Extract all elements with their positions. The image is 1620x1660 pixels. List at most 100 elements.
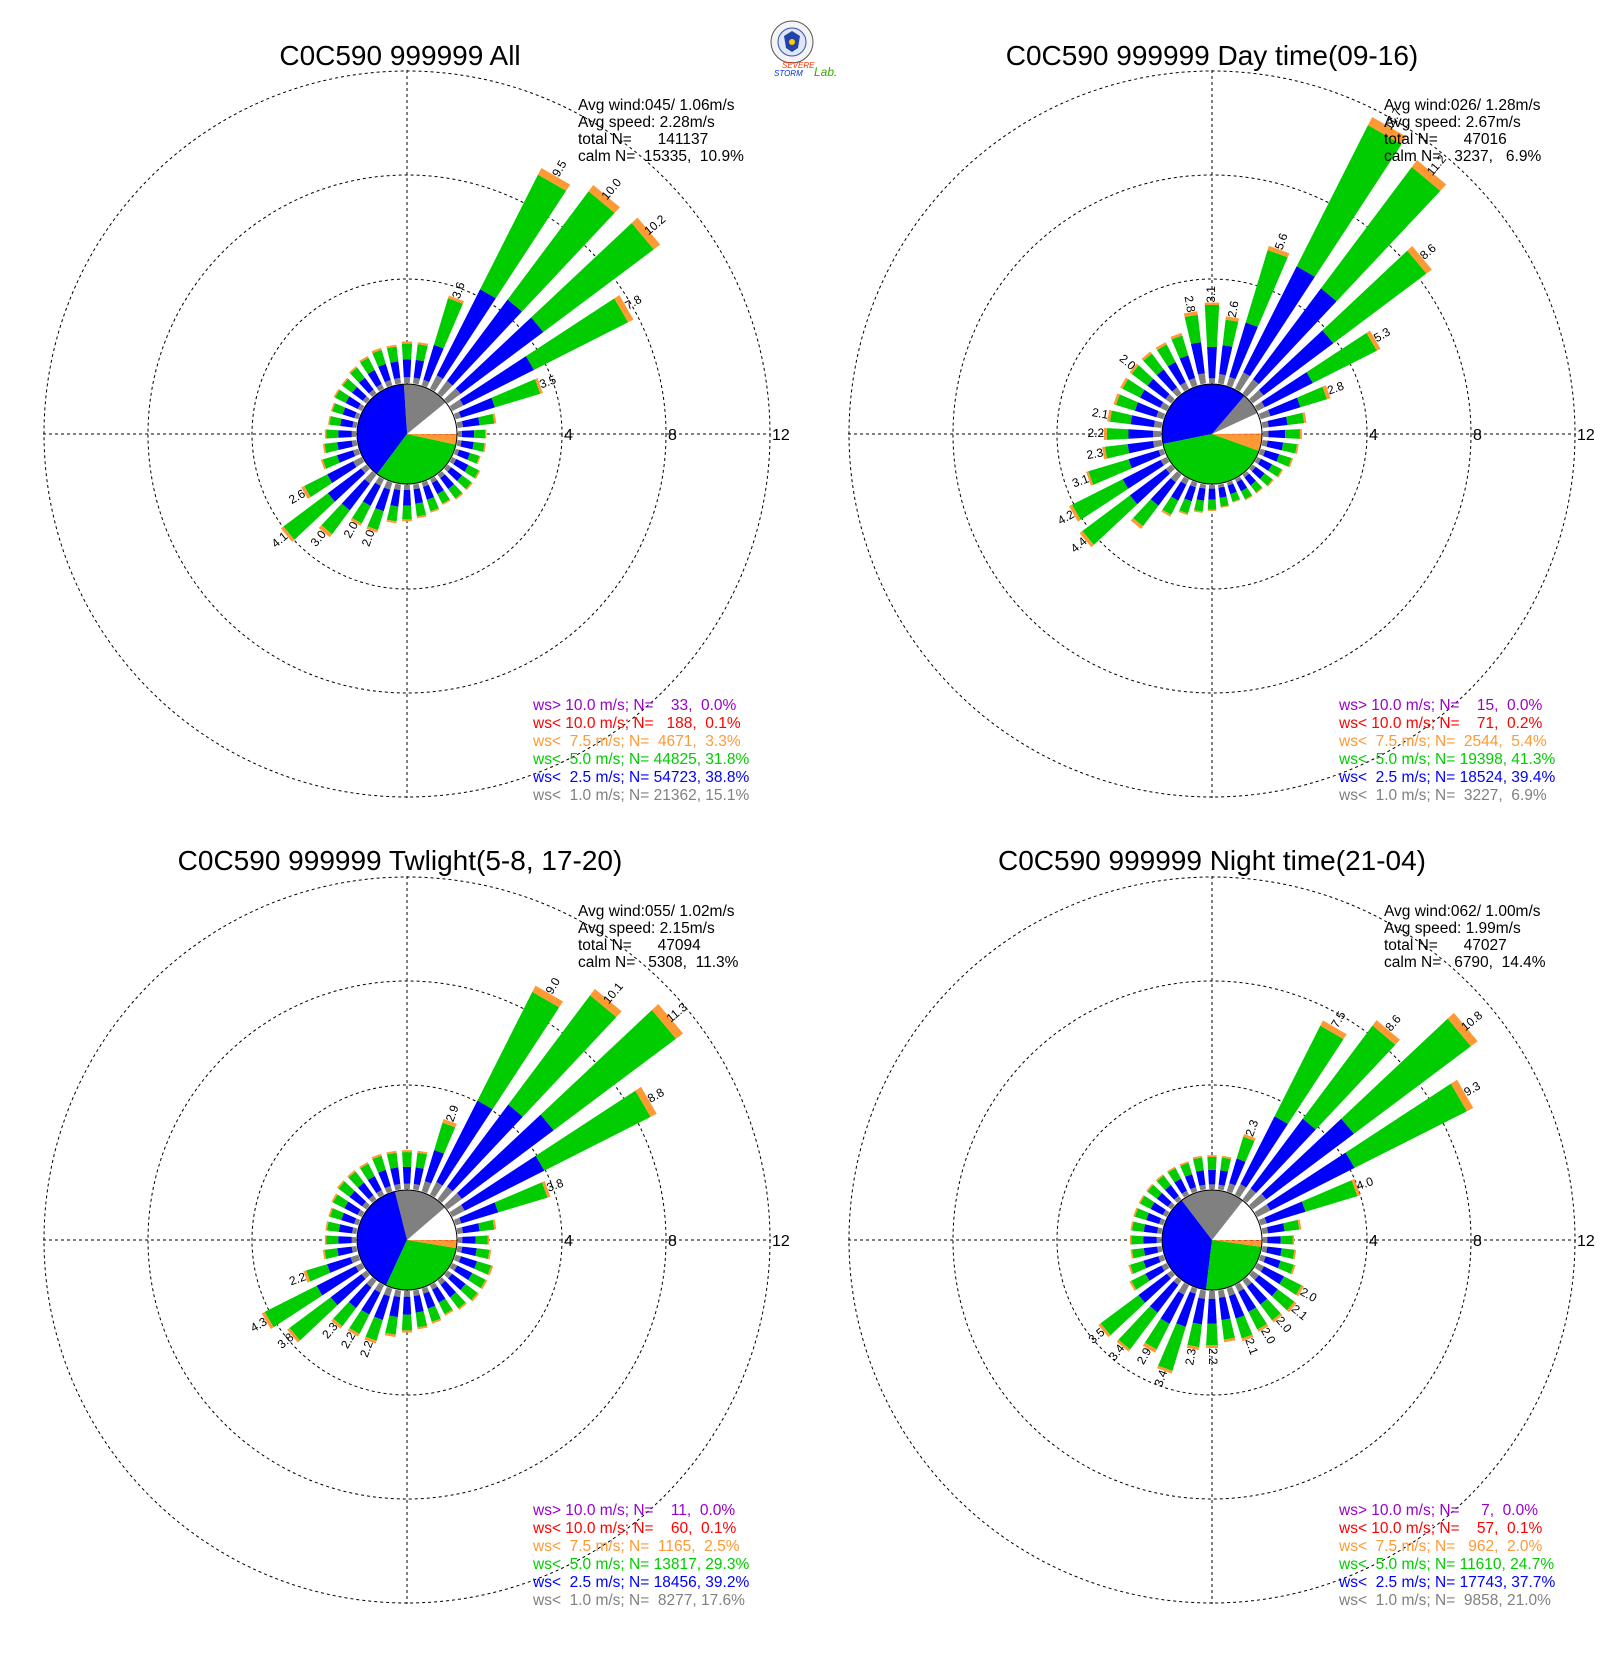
rose-bar-130-lt5 [1271, 1289, 1295, 1311]
rose-bar-220-lt1 [1173, 1277, 1182, 1286]
rose-bar-90-lt7_5 [1299, 429, 1302, 439]
calm-pie-slice-lt2_5 [356, 1191, 407, 1286]
rose-bar-240-lt5 [1071, 479, 1129, 520]
wind-rose-panel-1: 4 8 123.69.510.010.27.83.52.02.03.04.12.6C… [43, 40, 790, 804]
rose-bar-210-lt2_5 [361, 1289, 381, 1315]
logo-emblem-star [789, 39, 795, 45]
rose-bar-200-lt7_5 [1178, 510, 1188, 516]
rose-bar-90-lt5 [1280, 1235, 1293, 1245]
rose-bar-40-lt1 [1242, 379, 1259, 397]
rose-bar-30-lt7_5 [1368, 117, 1407, 145]
rose-bar-130-lt2_5 [1251, 466, 1265, 480]
legend-entry-gt10: ws> 10.0 m/s; N= 7, 0.0% [1338, 1502, 1538, 1519]
rose-bar-100-lt5 [475, 1248, 490, 1259]
rose-bar-190-lt7_5 [386, 519, 397, 524]
rose-bar-140-lt7_5 [458, 1302, 467, 1310]
rose-bar-340-lt2_5 [1184, 1174, 1196, 1190]
rose-bar-330-lt7_5 [359, 356, 369, 363]
rose-bar-320-lt1 [368, 1195, 377, 1203]
rose-bar-50-lt5 [1322, 250, 1427, 344]
rose-bar-30-lt7_5 [532, 985, 564, 1008]
rose-bar-280-lt1 [1153, 420, 1163, 428]
rose-bar-260-lt7_5 [322, 1249, 327, 1260]
rose-bar-340-lt7_5 [371, 1153, 382, 1160]
legend-entry-lt5: ws< 5.0 m/s; N= 11610, 24.7% [1338, 1556, 1554, 1573]
rose-bar-310-lt7_5 [1146, 1183, 1154, 1192]
legend-entry-lt5: ws< 5.0 m/s; N= 44825, 31.8% [532, 751, 749, 768]
rose-bar-290-lt5 [1134, 1208, 1149, 1221]
rose-bar-190-lt5 [386, 505, 399, 522]
rose-bar-140-lt7_5 [1272, 1313, 1283, 1323]
rose-bar-310-lt7_5 [1129, 363, 1139, 374]
rose-bar-260-lt1 [351, 440, 358, 447]
rose-bar-30-lt5 [1274, 1025, 1344, 1124]
rose-bar-10-lt1 [1218, 374, 1226, 385]
rose-bar-340-lt5 [372, 1155, 386, 1173]
rose-bar-80-lt1 [456, 421, 464, 428]
legend-entry-gt10: ws> 10.0 m/s; N= 33, 0.0% [532, 697, 737, 714]
rose-bar-280-lt5 [1131, 1221, 1145, 1232]
rose-bar-30-lt2_5 [1240, 1116, 1288, 1188]
rose-bar-130-lt2_5 [1254, 1275, 1278, 1297]
bar-value-label: 2.6 [1225, 299, 1242, 318]
rose-bar-190-lt7_5 [1193, 510, 1203, 513]
rose-bar-130-lt1 [1249, 1270, 1259, 1281]
rose-bar-70-lt1 [1258, 1217, 1267, 1226]
rose-bar-250-lt5 [322, 455, 340, 469]
rose-bar-170-lt5 [1221, 1318, 1235, 1340]
rose-bar-320-lt2_5 [358, 377, 374, 394]
rose-bar-150-lt7_5 [1257, 1324, 1269, 1332]
rose-bar-100-lt5 [1280, 1248, 1295, 1259]
rose-bar-150-lt5 [1241, 487, 1253, 500]
ring-tick-label: 4 [1369, 427, 1378, 444]
rose-bar-70-lt7_5 [535, 378, 543, 394]
rose-bar-180-lt2_5 [403, 490, 411, 506]
rose-bar-120-lt2_5 [453, 459, 469, 472]
rose-bar-320-lt7_5 [349, 366, 358, 374]
legend-entry-lt10: ws< 10.0 m/s; N= 60, 0.1% [532, 1520, 737, 1537]
rose-bar-200-lt2_5 [1176, 1291, 1196, 1327]
rose-bar-100-lt7_5 [1295, 444, 1299, 454]
calm-pie-slice-lt7_5 [1212, 434, 1262, 451]
rose-bar-10-lt5 [1222, 319, 1239, 347]
wind-rose-panel-4: 4 8 122.37.5 8.6 10.89.34.02.02.12.02.02.12.… [848, 845, 1595, 1609]
rose-bar-130-lt1 [444, 464, 452, 472]
rose-bar-110-lt2_5 [1263, 1256, 1281, 1269]
rose-bar-90-lt1 [457, 1236, 463, 1244]
info-line: Avg wind:045/ 1.06m/s [578, 97, 735, 114]
rose-bar-180-lt1 [403, 1290, 411, 1297]
info-line: calm N= 5308, 11.3% [578, 954, 739, 971]
legend-entry-lt2_5: ws< 2.5 m/s; N= 18524, 39.4% [1338, 769, 1555, 786]
rose-bar-180-lt5 [1206, 1323, 1218, 1346]
rose-bar-0-lt2_5 [402, 359, 412, 378]
rose-bar-220-lt5 [1118, 1306, 1158, 1350]
rose-bar-120-lt1 [449, 457, 457, 465]
rose-bar-350-lt2_5 [1190, 342, 1205, 375]
rose-bar-340-lt5 [1171, 335, 1189, 359]
rose-bar-170-lt7_5 [416, 514, 427, 519]
rose-bar-170-lt7_5 [417, 1325, 428, 1330]
rose-bar-20-lt5 [1245, 250, 1288, 327]
bar-value-label: 3.1 [1070, 471, 1091, 490]
rose-bar-220-lt7_5 [1116, 1339, 1131, 1352]
rose-bar-310-lt2_5 [351, 386, 367, 401]
severe-storm-lab-logo: SEVERE STORM Lab. [770, 20, 837, 79]
rose-bar-160-lt2_5 [1228, 1293, 1245, 1319]
calm-pie-slice-lt5 [1163, 434, 1259, 484]
bar-value-label: 3.4 [1151, 1368, 1170, 1389]
rose-bar-180-lt2_5 [1207, 1298, 1217, 1324]
rose-bar-60-lt5 [1306, 332, 1377, 383]
rose-bar-220-lt2_5 [1150, 478, 1176, 506]
rose-bar-120-lt1 [1254, 457, 1262, 465]
rose-bar-280-lt2_5 [1130, 415, 1155, 428]
rose-bar-70-lt7_5 [1322, 385, 1331, 400]
rose-bar-340-lt5 [1180, 1162, 1193, 1177]
rose-bar-350-lt5 [1193, 1157, 1204, 1172]
rose-bar-320-lt1 [1172, 387, 1182, 397]
bar-value-label: 2.1 [1091, 405, 1110, 422]
rose-bar-130-lt7_5 [465, 482, 473, 491]
rose-bar-70-lt2_5 [1268, 397, 1301, 417]
bar-value-label: 5.6 [1272, 231, 1291, 252]
rose-bar-280-lt5 [329, 416, 342, 426]
rose-bar-0-lt7_5 [1204, 302, 1220, 305]
